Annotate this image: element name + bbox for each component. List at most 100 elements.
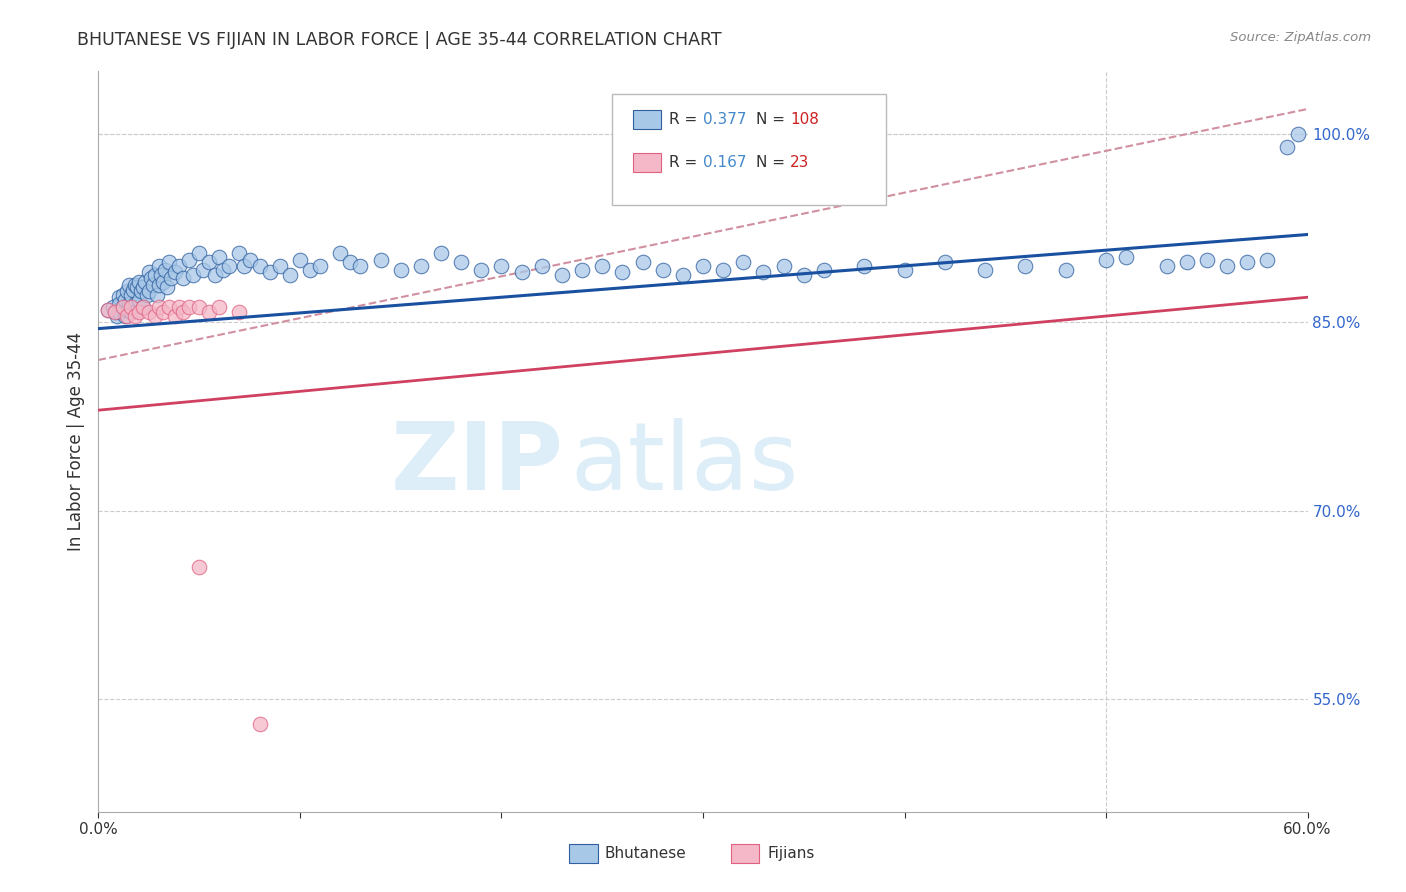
Point bbox=[149, 268, 172, 282]
Point bbox=[114, 309, 136, 323]
Point bbox=[156, 280, 179, 294]
Point bbox=[430, 246, 453, 260]
Point bbox=[138, 284, 160, 298]
Point bbox=[167, 259, 190, 273]
Point bbox=[711, 262, 734, 277]
Point bbox=[232, 259, 254, 273]
Point bbox=[124, 309, 146, 323]
Text: Fijians: Fijians bbox=[768, 847, 815, 861]
Point bbox=[1054, 262, 1077, 277]
Point bbox=[249, 259, 271, 273]
Point bbox=[179, 300, 201, 314]
Point bbox=[1256, 252, 1278, 267]
Point bbox=[813, 262, 835, 277]
Y-axis label: In Labor Force | Age 35-44: In Labor Force | Age 35-44 bbox=[66, 332, 84, 551]
Point bbox=[153, 262, 176, 277]
Point bbox=[111, 300, 134, 314]
Point bbox=[120, 287, 142, 301]
Text: atlas: atlas bbox=[569, 417, 799, 509]
Text: 0.167: 0.167 bbox=[703, 155, 747, 169]
Text: Bhutanese: Bhutanese bbox=[605, 847, 686, 861]
Point bbox=[188, 560, 211, 574]
Point bbox=[349, 259, 371, 273]
Text: N =: N = bbox=[756, 112, 790, 127]
Point bbox=[672, 268, 695, 282]
Point bbox=[772, 259, 794, 273]
Point bbox=[1277, 139, 1299, 153]
Point bbox=[97, 302, 120, 317]
Point bbox=[329, 246, 352, 260]
Point bbox=[188, 246, 211, 260]
Point bbox=[218, 259, 240, 273]
Point bbox=[134, 275, 156, 289]
Point bbox=[146, 287, 169, 301]
Text: 23: 23 bbox=[790, 155, 810, 169]
Point bbox=[163, 309, 186, 323]
Point bbox=[97, 302, 120, 317]
Point bbox=[491, 259, 513, 273]
Point bbox=[143, 309, 166, 323]
Point bbox=[172, 305, 194, 319]
Point bbox=[163, 265, 186, 279]
Point bbox=[259, 265, 281, 279]
Text: Source: ZipAtlas.com: Source: ZipAtlas.com bbox=[1230, 31, 1371, 45]
Point bbox=[157, 255, 180, 269]
Point bbox=[278, 268, 301, 282]
Point bbox=[139, 271, 162, 285]
Point bbox=[103, 305, 125, 319]
Point bbox=[571, 262, 593, 277]
Point bbox=[1014, 259, 1036, 273]
Point bbox=[111, 300, 134, 314]
Point bbox=[612, 265, 634, 279]
Point bbox=[288, 252, 311, 267]
Point bbox=[157, 300, 180, 314]
Point bbox=[115, 284, 138, 298]
Text: ZIP: ZIP bbox=[391, 417, 564, 509]
Point bbox=[128, 305, 150, 319]
Point bbox=[1175, 255, 1198, 269]
Point bbox=[208, 250, 231, 264]
Point bbox=[135, 287, 157, 301]
Point bbox=[101, 300, 124, 314]
Point bbox=[132, 300, 155, 314]
Point bbox=[105, 309, 128, 323]
Point bbox=[128, 293, 150, 307]
Point bbox=[591, 259, 613, 273]
Point bbox=[752, 265, 775, 279]
Point bbox=[124, 277, 146, 292]
Point bbox=[125, 302, 148, 317]
Point bbox=[138, 265, 160, 279]
Point bbox=[103, 305, 125, 319]
Point bbox=[339, 255, 361, 269]
Point bbox=[107, 305, 129, 319]
Point bbox=[181, 268, 204, 282]
Point bbox=[179, 252, 201, 267]
Point bbox=[193, 262, 215, 277]
Point bbox=[631, 255, 654, 269]
Point bbox=[934, 255, 956, 269]
Point bbox=[309, 259, 332, 273]
Point bbox=[208, 300, 231, 314]
Point bbox=[692, 259, 714, 273]
Point bbox=[1195, 252, 1218, 267]
Point bbox=[121, 283, 143, 297]
Point bbox=[1236, 255, 1258, 269]
Point bbox=[132, 300, 155, 314]
Point bbox=[120, 305, 142, 319]
Point bbox=[228, 246, 250, 260]
Point bbox=[793, 268, 815, 282]
Point bbox=[249, 717, 271, 731]
Point bbox=[148, 300, 170, 314]
Point bbox=[470, 262, 492, 277]
Point bbox=[125, 280, 148, 294]
Point bbox=[551, 268, 574, 282]
Point bbox=[132, 280, 155, 294]
Text: R =: R = bbox=[669, 112, 703, 127]
Point bbox=[239, 252, 262, 267]
Point bbox=[299, 262, 322, 277]
Point bbox=[115, 309, 138, 323]
Point bbox=[107, 290, 129, 304]
Point bbox=[198, 305, 221, 319]
Text: BHUTANESE VS FIJIAN IN LABOR FORCE | AGE 35-44 CORRELATION CHART: BHUTANESE VS FIJIAN IN LABOR FORCE | AGE… bbox=[77, 31, 721, 49]
Text: 0.377: 0.377 bbox=[703, 112, 747, 127]
